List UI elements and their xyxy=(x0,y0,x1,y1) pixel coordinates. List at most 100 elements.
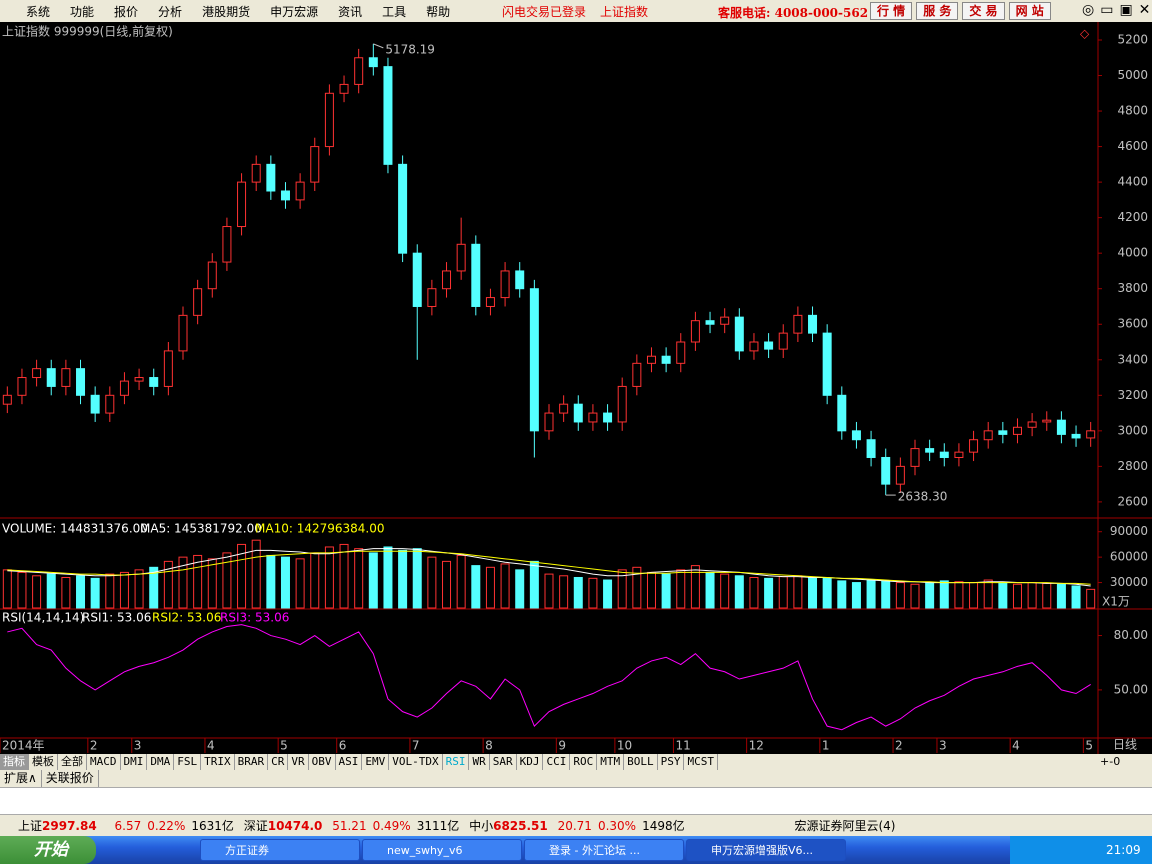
sub-tab[interactable]: 关联报价 xyxy=(42,770,99,787)
candle-body xyxy=(17,377,27,396)
candle-body xyxy=(529,288,539,432)
indicator-tab[interactable]: SAR xyxy=(490,754,517,770)
indicator-tab[interactable]: RSI xyxy=(443,754,470,770)
chart-bg xyxy=(0,22,1152,754)
volume-bar xyxy=(617,569,627,609)
menu-item[interactable]: 功能 xyxy=(70,5,95,19)
candle-body xyxy=(720,316,730,325)
nav-button[interactable]: 网 站 xyxy=(1008,2,1051,20)
y-tick-label: 60000 xyxy=(1110,550,1148,564)
candle-body xyxy=(603,412,613,423)
menu-item[interactable]: 港股期货 xyxy=(202,5,251,19)
x-tick-label: 2 xyxy=(895,739,903,753)
volume-bar xyxy=(90,577,100,609)
x-tick-label: 11 xyxy=(675,739,690,753)
candle-body xyxy=(544,412,554,432)
candle-body xyxy=(573,403,583,423)
nav-button[interactable]: 服 务 xyxy=(916,2,959,20)
task-item[interactable]: 方正证券 xyxy=(200,839,360,861)
indicator-tab[interactable]: MTM xyxy=(597,754,625,770)
volume-bar xyxy=(793,575,803,609)
indicator-tab[interactable]: CCI xyxy=(543,754,571,770)
volume-bar xyxy=(808,576,818,609)
candle-body xyxy=(442,270,452,290)
panel-control[interactable]: - xyxy=(1109,755,1114,768)
y-tick-label: 3200 xyxy=(1117,388,1148,402)
indicator-tabs: 指标 模板 全部 MACD DMI DMA FSL TRIX BRAR CR VR OBV ASI EMV… xyxy=(0,754,1152,770)
candle-body xyxy=(998,430,1008,435)
volume-bar xyxy=(939,580,949,609)
volume-bar xyxy=(500,563,510,609)
y-tick-label: 90000 xyxy=(1110,524,1148,538)
candle-body xyxy=(881,456,891,485)
nav-button[interactable]: 交 易 xyxy=(962,2,1005,20)
indicator-tab[interactable]: BRAR xyxy=(235,754,269,770)
indicator-tab[interactable]: FSL xyxy=(174,754,202,770)
clock: 21:09 xyxy=(1010,836,1152,864)
indicator-tab[interactable]: EMV xyxy=(362,754,390,770)
candle-body xyxy=(954,451,964,458)
indicator-tab[interactable]: WR xyxy=(469,754,490,770)
panel-header: RSI1: 53.06 xyxy=(82,611,151,625)
nav-button[interactable]: 行 情 xyxy=(870,2,913,20)
candle-body xyxy=(90,394,100,414)
change-pct: 0.22% xyxy=(147,819,186,833)
indicator-tab[interactable]: CR xyxy=(268,754,289,770)
indicator-tab[interactable]: TRIX xyxy=(201,754,235,770)
candle-body xyxy=(295,181,305,201)
menu-item[interactable]: 帮助 xyxy=(426,5,451,19)
volume-bar xyxy=(529,560,539,609)
panel-control[interactable]: + xyxy=(1100,755,1110,768)
login-status: 闪电交易已登录 xyxy=(502,5,587,19)
indicator-tab[interactable]: MCST xyxy=(684,754,718,770)
indicator-tab[interactable]: 指标 xyxy=(0,754,29,770)
x-tick-label: 3 xyxy=(939,739,947,753)
menu-item[interactable]: 资讯 xyxy=(338,5,363,19)
y-tick-label: 4400 xyxy=(1117,175,1148,189)
volume-bar xyxy=(983,579,993,609)
panel-control[interactable]: 0 xyxy=(1113,755,1121,768)
y-tick-label: 4800 xyxy=(1117,104,1148,118)
indicator-tab[interactable]: BOLL xyxy=(624,754,658,770)
y-tick-label: 3000 xyxy=(1117,423,1148,437)
indicator-tab[interactable]: ROC xyxy=(570,754,598,770)
indicator-tab[interactable]: OBV xyxy=(309,754,336,770)
indicator-tab[interactable]: 全部 xyxy=(58,754,87,770)
volume-bar xyxy=(646,571,656,609)
x-tick-label: 2 xyxy=(90,739,98,753)
volume-bar xyxy=(851,582,861,609)
window-controls[interactable]: ◎▭▣✕ xyxy=(1082,2,1152,18)
candle-body xyxy=(193,288,203,316)
menu-item[interactable]: 申万宏源 xyxy=(270,5,319,19)
task-item[interactable]: 申万宏源增强版V6... xyxy=(686,839,846,861)
task-item[interactable]: 登录 - 外汇论坛 ... xyxy=(524,839,684,861)
indicator-tab[interactable]: DMA xyxy=(147,754,175,770)
menu-item[interactable]: 报价 xyxy=(114,5,139,19)
indicator-tab[interactable]: MACD xyxy=(87,754,121,770)
x-tick-label: 5 xyxy=(1085,739,1093,753)
y-tick-label: 5200 xyxy=(1117,32,1148,46)
indicator-tab[interactable]: VOL-TDX xyxy=(389,754,443,770)
volume-bar xyxy=(119,571,129,609)
menu-item[interactable]: 分析 xyxy=(158,5,183,19)
indicator-tab[interactable]: PSY xyxy=(658,754,685,770)
task-item[interactable]: new_swhy_v6 xyxy=(362,839,522,861)
volume-bar xyxy=(1042,582,1052,609)
volume-bar xyxy=(280,556,290,609)
menu-item[interactable]: 工具 xyxy=(382,5,407,19)
indicator-tab[interactable]: ASI xyxy=(336,754,363,770)
start-button[interactable]: 开始 xyxy=(0,836,96,864)
volume-bar xyxy=(442,560,452,609)
sub-tab[interactable]: 扩展∧ xyxy=(0,770,42,787)
change: 20.71 xyxy=(557,819,592,833)
period-label: 日线 xyxy=(1113,738,1137,752)
indicator-tab[interactable]: KDJ xyxy=(517,754,544,770)
indicator-tab[interactable]: DMI xyxy=(121,754,148,770)
y-tick-label: 2800 xyxy=(1117,459,1148,473)
volume-bar xyxy=(705,571,715,609)
indicator-tab[interactable]: 模板 xyxy=(29,754,58,770)
indicator-tab[interactable]: VR xyxy=(288,754,309,770)
candle-body xyxy=(661,355,671,364)
candle-body xyxy=(925,448,935,453)
menu-item[interactable]: 系统 xyxy=(26,5,51,19)
